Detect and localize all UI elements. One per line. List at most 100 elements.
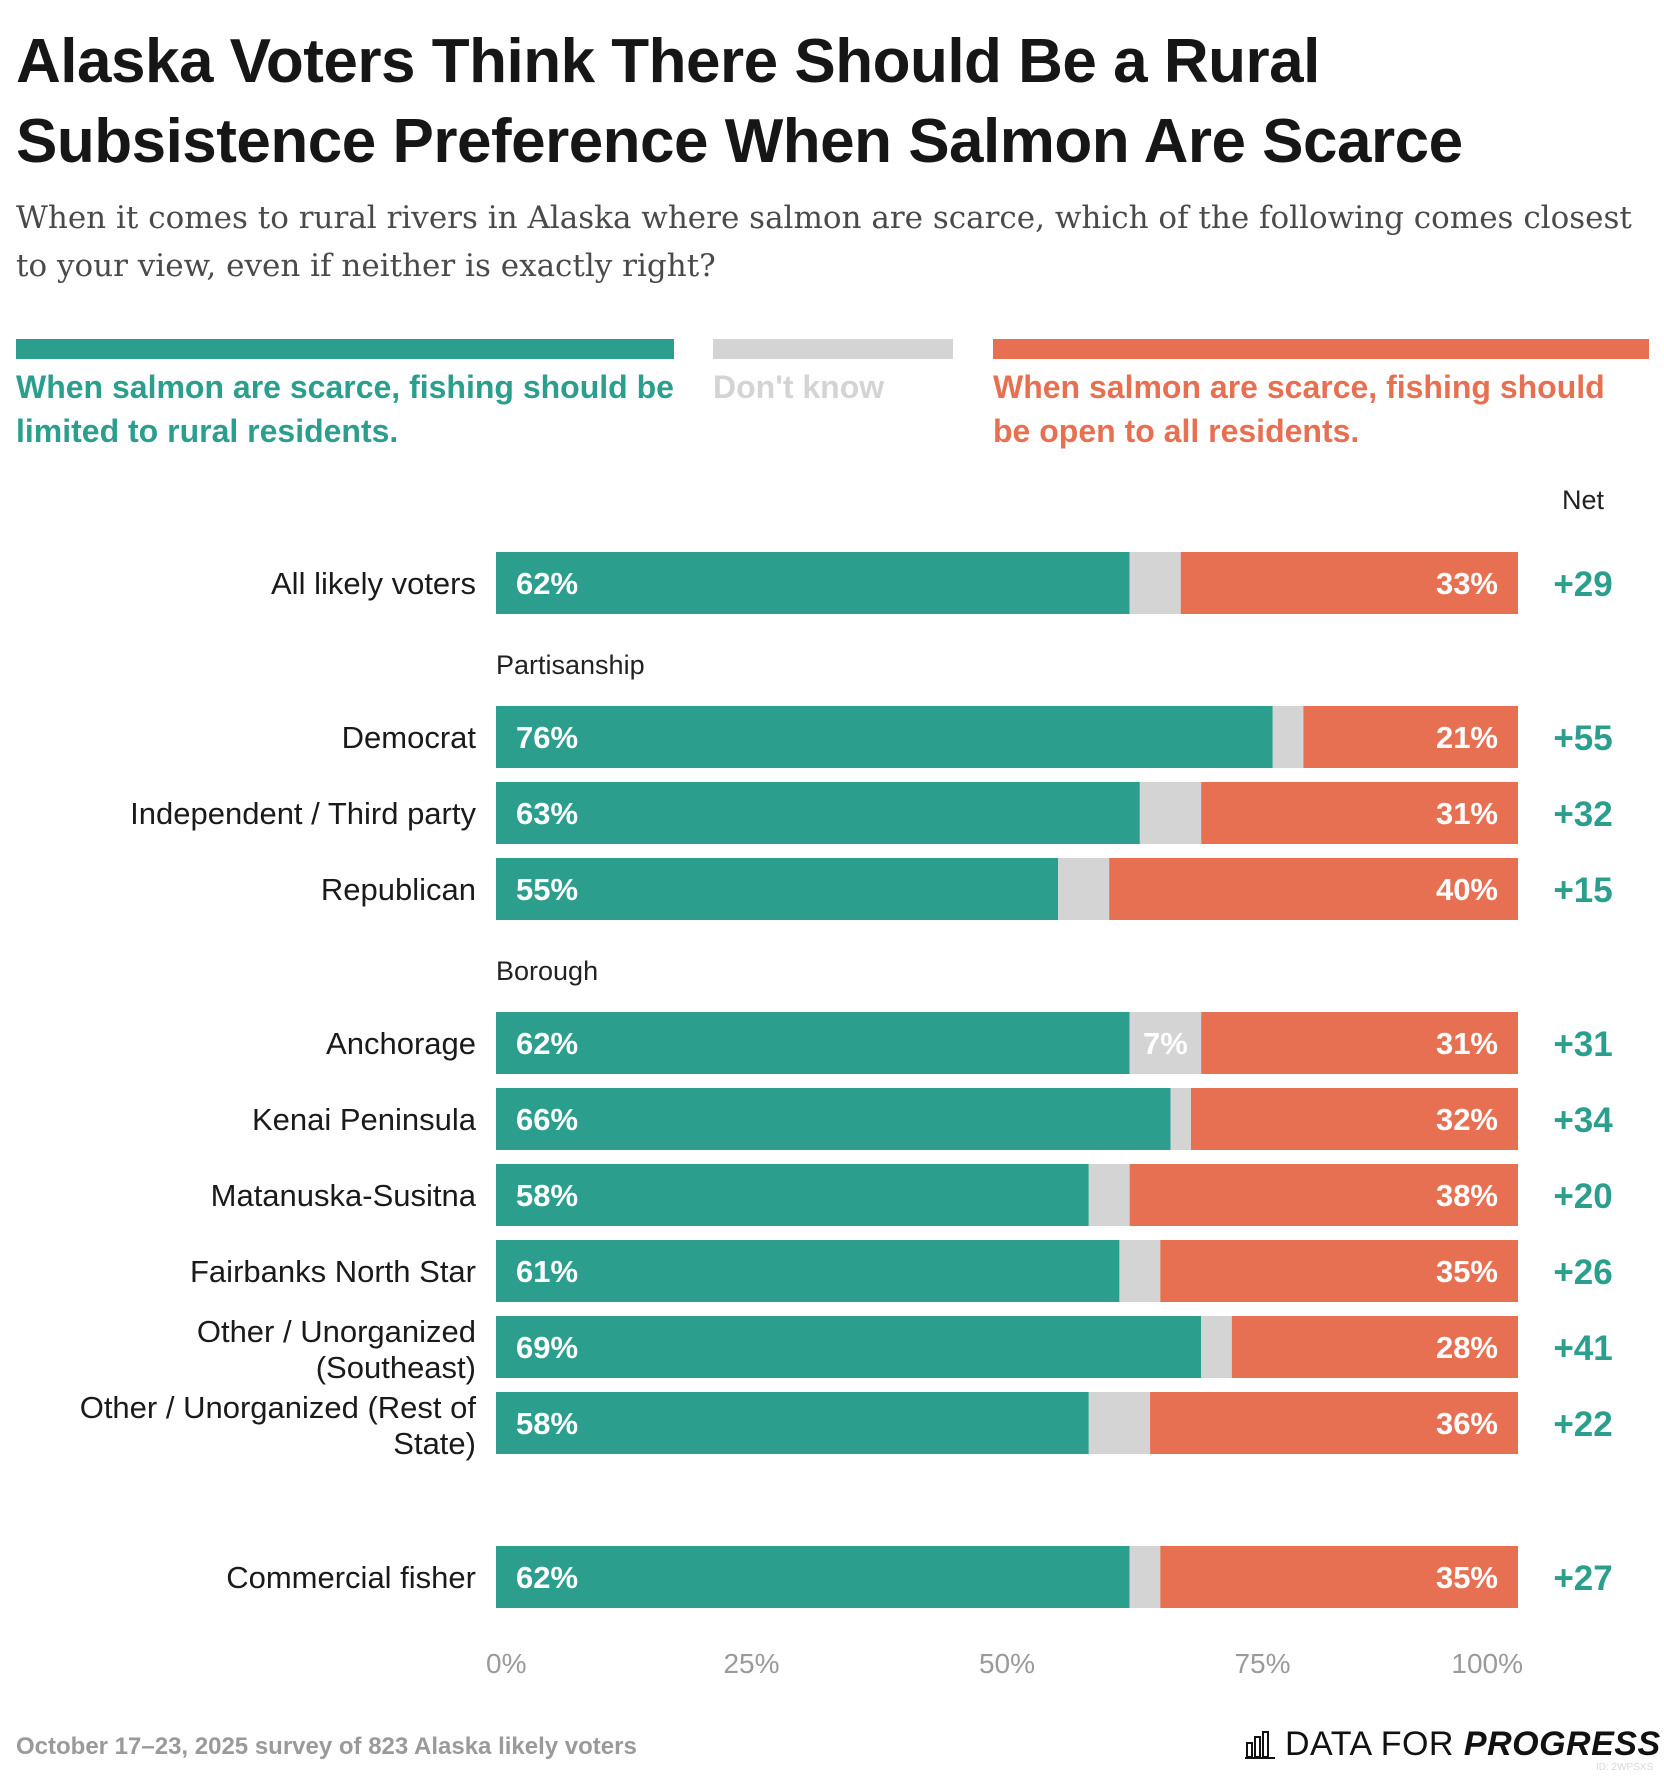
bar-open-other-unorganized-rest-of-state [1150,1392,1518,1454]
net-value-fairbanks-north-star: +26 [1553,1253,1612,1292]
row-label-line: Other / Unorganized (Rest of [80,1390,477,1425]
value-dont-know-anchorage: 7% [1143,1026,1188,1061]
legend-dont-know-swatch [713,339,953,359]
legend-open-swatch [993,339,1649,359]
value-limited-anchorage: 62% [516,1026,578,1061]
row-label-all-likely-voters: All likely voters [271,566,476,601]
bar-dont-know-commercial-fisher [1129,1546,1161,1608]
bar-limited-all-likely-voters [496,552,1130,614]
net-value-matanuska-susitna: +20 [1553,1177,1612,1216]
bar-open-commercial-fisher [1160,1546,1518,1608]
row-label-line: State) [393,1426,476,1461]
bar-dont-know-other-unorganized-rest-of-state [1088,1392,1151,1454]
brand-logo: DATA FOR PROGRESS [1245,1722,1661,1766]
row-label-anchorage: Anchorage [326,1026,476,1061]
stacked-bar-chart: Net 62% 33% +29 All likely voters Partisanshi… [80,485,1614,1679]
bar-open-other-unorganized-southeast [1231,1316,1518,1378]
brand-name-strong: PROGRESS [1463,1724,1661,1763]
net-value-anchorage: +31 [1553,1025,1612,1064]
row-label-republican: Republican [321,872,476,907]
value-open-anchorage: 31% [1436,1026,1498,1061]
bar-limited-other-unorganized-southeast [496,1316,1202,1378]
value-open-matanuska-susitna: 38% [1436,1178,1498,1213]
value-open-kenai-peninsula: 32% [1436,1102,1498,1137]
bar-open-all-likely-voters [1180,552,1518,614]
row-label-line: Other / Unorganized [197,1314,476,1349]
value-open-all-likely-voters: 33% [1436,566,1498,601]
value-open-fairbanks-north-star: 35% [1436,1254,1498,1289]
net-header: Net [1562,485,1605,515]
chart-title: Alaska Voters Think There Should Be a Ru… [16,27,1463,176]
bar-dont-know-democrat [1272,706,1304,768]
bar-limited-anchorage [496,1012,1130,1074]
bar-limited-kenai-peninsula [496,1088,1171,1150]
bar-open-fairbanks-north-star [1160,1240,1518,1302]
x-tick-4: 100% [1451,1648,1523,1679]
bar-open-matanuska-susitna [1129,1164,1518,1226]
net-value-independent-third-party: +32 [1553,795,1612,834]
bar-limited-independent-third-party [496,782,1140,844]
net-value-kenai-peninsula: +34 [1553,1101,1613,1140]
survey-note: October 17–23, 2025 survey of 823 Alaska… [16,1733,637,1760]
net-value-other-unorganized-rest-of-state: +22 [1553,1405,1612,1444]
bar-dont-know-independent-third-party [1139,782,1202,844]
bar-dont-know-other-unorganized-southeast [1201,1316,1232,1378]
bar-limited-republican [496,858,1059,920]
bar-limited-fairbanks-north-star [496,1240,1120,1302]
value-open-democrat: 21% [1436,720,1498,755]
legend-limited: When salmon are scarce, fishing should b… [16,339,674,453]
x-tick-0: 0% [486,1648,526,1679]
bar-dont-know-anchorage [1129,1012,1202,1074]
legend-open-label: When salmon are scarce, fishing should b… [993,369,1605,449]
bar-dont-know-kenai-peninsula [1170,1088,1191,1150]
bar-dont-know-republican [1058,858,1110,920]
net-value-republican: +15 [1553,871,1612,910]
group-label-partisanship: Partisanship [496,650,645,680]
value-open-other-unorganized-rest-of-state: 36% [1436,1406,1498,1441]
x-tick-1: 25% [723,1648,779,1679]
net-value-all-likely-voters: +29 [1553,565,1612,604]
row-label-independent-third-party: Independent / Third party [130,796,476,831]
value-limited-other-unorganized-rest-of-state: 58% [516,1406,578,1441]
value-open-republican: 40% [1436,872,1498,907]
bar-chart-icon [1245,1731,1275,1759]
value-open-other-unorganized-southeast: 28% [1436,1330,1498,1365]
value-open-commercial-fisher: 35% [1436,1560,1498,1595]
bar-limited-other-unorganized-rest-of-state [496,1392,1089,1454]
row-label-line: (Southeast) [316,1350,476,1385]
value-limited-democrat: 76% [516,720,578,755]
bar-open-kenai-peninsula [1190,1088,1518,1150]
legend-limited-label: When salmon are scarce, fishing should b… [16,369,674,449]
value-limited-other-unorganized-southeast: 69% [516,1330,578,1365]
chart-id: ID: 2WPSXS [1596,1762,1654,1773]
bar-limited-matanuska-susitna [496,1164,1089,1226]
bar-dont-know-fairbanks-north-star [1119,1240,1161,1302]
value-limited-commercial-fisher: 62% [516,1560,578,1595]
bar-dont-know-matanuska-susitna [1088,1164,1130,1226]
bar-open-anchorage [1201,1012,1518,1074]
bar-limited-democrat [496,706,1273,768]
row-label-fairbanks-north-star: Fairbanks North Star [190,1254,476,1289]
legend-dont-know: Don't know [713,339,953,409]
row-label-democrat: Democrat [342,720,477,755]
row-label-kenai-peninsula: Kenai Peninsula [252,1102,477,1137]
row-label-other-unorganized-southeast: Other / Unorganized (Southeast) [197,1314,476,1385]
legend-open: When salmon are scarce, fishing should b… [993,339,1649,453]
net-value-other-unorganized-southeast: +41 [1553,1329,1612,1368]
x-tick-3: 75% [1234,1648,1290,1679]
chart-subtitle: When it comes to rural rivers in Alaska … [16,200,1632,284]
group-label-borough: Borough [496,956,598,986]
legend-dont-know-label: Don't know [713,369,885,405]
chart-area: Net 62% 33% +29 All likely voters Partisanshi… [0,480,1664,1700]
net-value-democrat: +55 [1553,719,1612,758]
value-limited-republican: 55% [516,872,578,907]
bar-open-republican [1109,858,1518,920]
value-limited-matanuska-susitna: 58% [516,1178,578,1213]
value-limited-kenai-peninsula: 66% [516,1102,578,1137]
net-value-commercial-fisher: +27 [1553,1559,1612,1598]
bar-dont-know-all-likely-voters [1129,552,1181,614]
legend-limited-swatch [16,339,674,359]
value-limited-fairbanks-north-star: 61% [516,1254,578,1289]
bar-open-democrat [1303,706,1518,768]
row-label-commercial-fisher: Commercial fisher [226,1560,476,1595]
